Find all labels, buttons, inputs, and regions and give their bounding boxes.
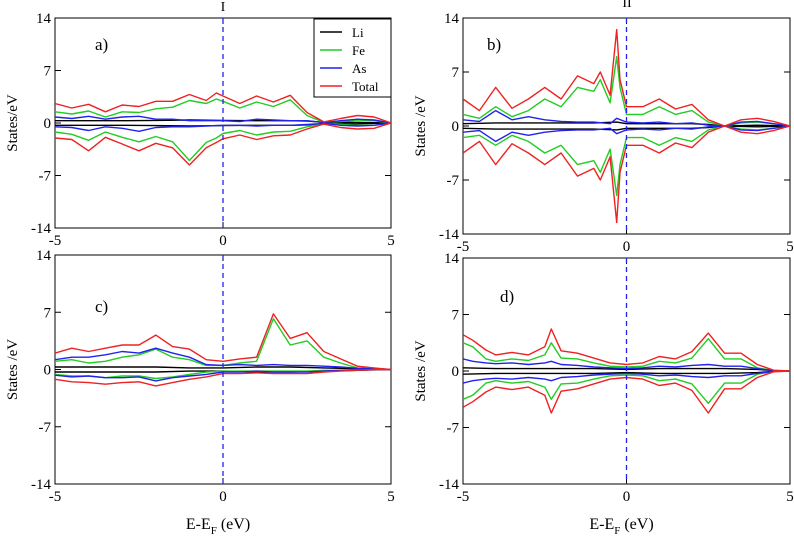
y-tick-label: 14	[36, 11, 52, 27]
panel-1: -14 -7 0 7 14 -5 0 5 States/eV a) Li Fe As Total	[5, 11, 395, 249]
x-tick-label: 0	[219, 489, 227, 505]
x-tick-label: 0	[219, 233, 227, 249]
y-tick-label: -7	[447, 173, 460, 189]
x-tick-label: 5	[786, 489, 794, 505]
y-tick-label: -14	[439, 477, 459, 493]
series-as-up	[463, 109, 790, 127]
series-total-up	[55, 313, 391, 371]
series-as-down	[463, 125, 790, 143]
series-as-up	[463, 358, 790, 372]
y-tick-label: 14	[444, 11, 460, 27]
panel-label: a)	[95, 35, 108, 54]
y-tick-label: -7	[39, 169, 52, 185]
y-tick-label: -14	[31, 221, 51, 237]
series-total-down	[463, 125, 790, 224]
y-tick-label: -7	[39, 420, 52, 436]
x-tick-label: 5	[387, 489, 395, 505]
series-fe-down	[463, 370, 790, 404]
legend-label: Total	[352, 79, 379, 94]
series-group	[463, 28, 790, 224]
y-axis-label: States /eV	[413, 95, 429, 156]
x-tick-label: 5	[387, 233, 395, 249]
x-axis-label: E-EF (eV)	[589, 516, 653, 537]
legend-label: Li	[352, 25, 364, 40]
series-group	[55, 92, 391, 166]
x-axis-label: E-EF (eV)	[186, 516, 250, 537]
y-axis-label: States /eV	[413, 340, 429, 401]
legend-label: Fe	[352, 43, 365, 58]
y-tick-label: 14	[444, 251, 460, 267]
series-li-up	[463, 121, 790, 127]
x-tick-label: 5	[786, 239, 794, 255]
series-as-down	[55, 122, 391, 132]
panel-label: b)	[487, 35, 501, 54]
x-tick-label: -5	[457, 489, 470, 505]
x-tick-label: 0	[623, 239, 631, 255]
y-tick-label: -14	[31, 477, 51, 493]
y-tick-label: 0	[44, 116, 52, 132]
legend: Li Fe As Total	[313, 18, 392, 98]
y-tick-label: 7	[44, 64, 52, 80]
series-total-up	[463, 328, 790, 372]
series-total-down	[55, 122, 391, 166]
y-tick-label: 0	[452, 364, 460, 380]
panel-4: -14 -7 0 7 14 -5 0 5 States /eV E-EF (eV) d)	[413, 251, 794, 537]
series-group	[463, 328, 790, 414]
x-tick-label: -5	[457, 239, 470, 255]
panel-3: -14 -7 0 7 14 -5 0 5 States /eV E-EF (eV) c)	[5, 248, 395, 537]
x-tick-label: -5	[49, 233, 62, 249]
x-tick-label: -5	[49, 489, 62, 505]
series-li-down	[463, 125, 790, 131]
y-axis-label: States/eV	[5, 94, 21, 152]
panel-label: d)	[500, 287, 514, 306]
y-tick-label: -14	[439, 227, 459, 243]
y-tick-label: 0	[44, 363, 52, 379]
y-tick-label: 7	[452, 65, 460, 81]
panel-label: c)	[95, 297, 108, 316]
y-tick-label: 0	[452, 119, 460, 135]
x-tick-label: 0	[623, 489, 631, 505]
plot-frame	[54, 254, 392, 485]
series-fe-up	[463, 338, 790, 372]
series-total-up	[463, 28, 790, 127]
legend-label: As	[352, 61, 366, 76]
column-title-1: I	[221, 0, 226, 15]
panel-2: -14 -7 0 7 14 -5 0 5 States /eV b)	[413, 11, 794, 255]
y-axis-label: States /eV	[5, 339, 21, 400]
y-tick-label: 14	[36, 248, 52, 264]
y-tick-label: 7	[452, 308, 460, 324]
series-total-up	[55, 92, 391, 124]
series-total-down	[463, 370, 790, 414]
series-as-down	[463, 370, 790, 384]
column-title-2: II	[622, 0, 632, 11]
y-tick-label: 7	[44, 305, 52, 321]
y-tick-label: -7	[447, 421, 460, 437]
